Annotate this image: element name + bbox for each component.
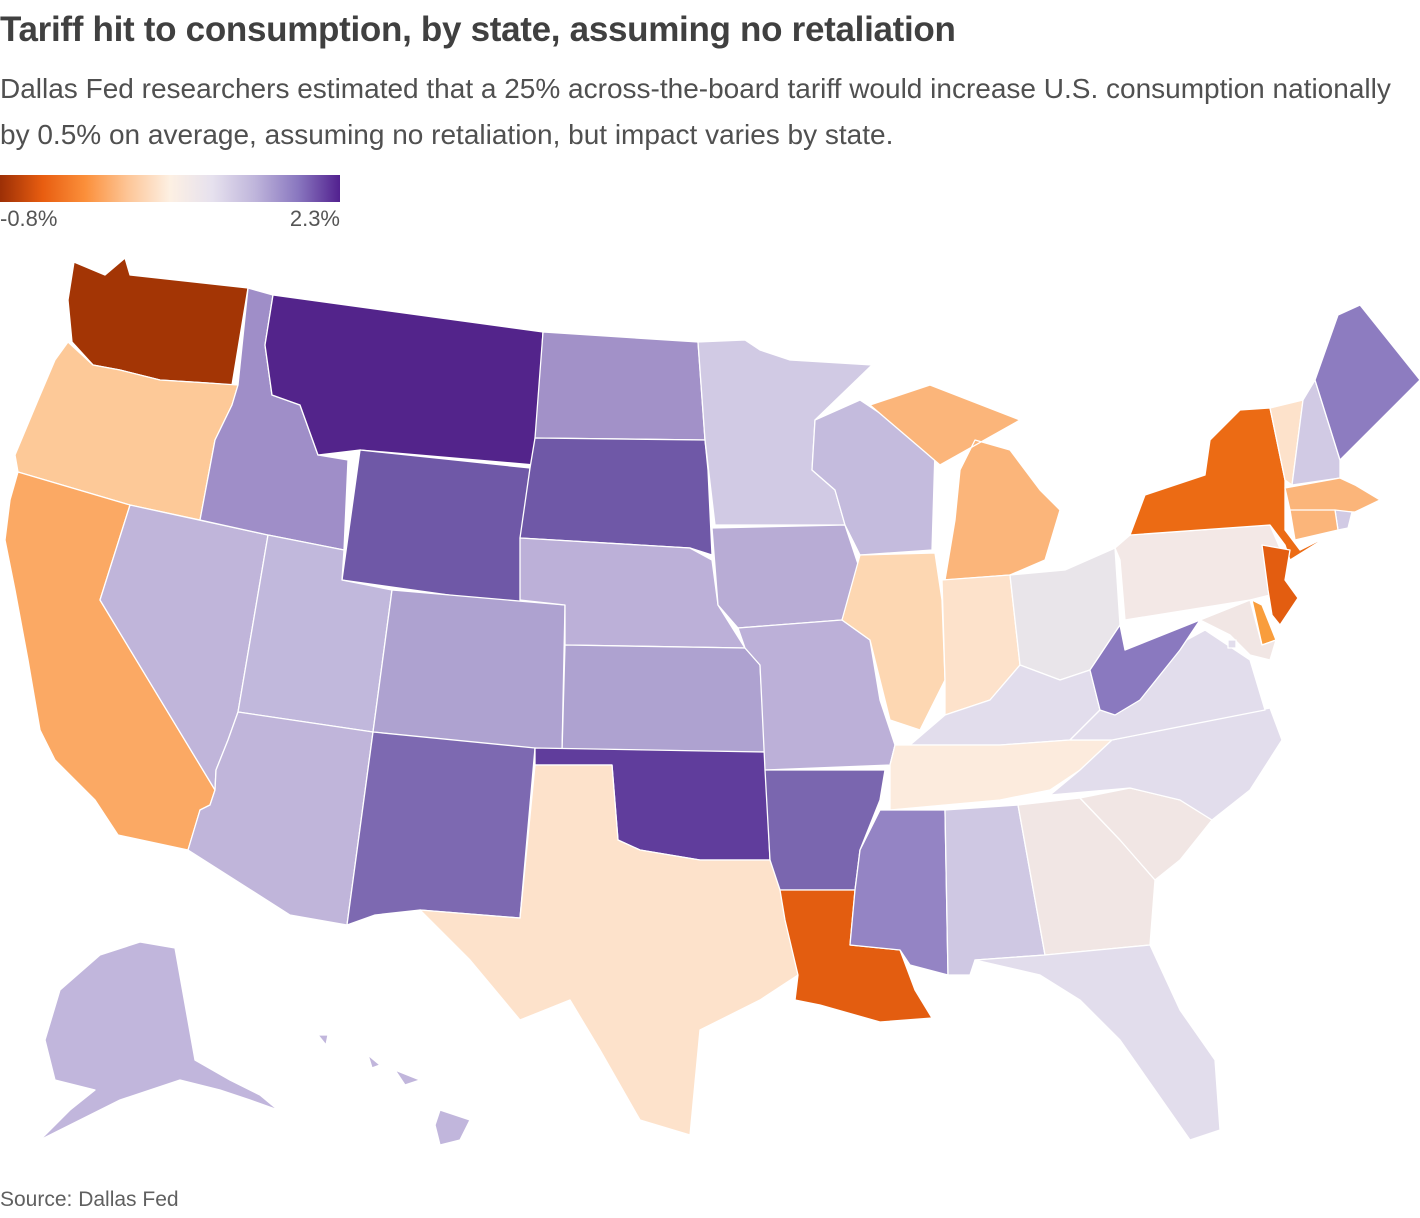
state-wyoming[interactable] — [341, 449, 531, 606]
chart-title: Tariff hit to consumption, by state, ass… — [0, 10, 956, 49]
state-iowa[interactable] — [711, 524, 861, 629]
state-new-york[interactable] — [1129, 407, 1331, 561]
state-hawaii[interactable] — [317, 1034, 471, 1146]
state-west-virginia[interactable] — [1089, 619, 1201, 716]
state-north-dakota[interactable] — [534, 331, 706, 441]
state-south-dakota[interactable] — [519, 437, 713, 556]
state-kansas[interactable] — [561, 644, 766, 753]
state-district-of-columbia[interactable] — [1227, 639, 1237, 649]
us-state-map — [4, 257, 1420, 1146]
legend-max-label: 2.3% — [289, 206, 340, 231]
chart-subtitle: Dallas Fed researchers estimated that a … — [0, 73, 1391, 150]
state-alaska[interactable] — [39, 941, 279, 1141]
state-new-mexico[interactable] — [346, 731, 536, 926]
state-maine[interactable] — [1314, 304, 1420, 461]
legend-min-label: -0.8% — [0, 206, 58, 231]
source-note: Source: Dallas Fed — [0, 1188, 179, 1211]
state-texas[interactable] — [419, 764, 799, 1136]
state-maryland[interactable] — [1199, 599, 1277, 661]
state-new-jersey[interactable] — [1261, 544, 1299, 626]
state-michigan[interactable] — [869, 384, 1061, 581]
state-colorado[interactable] — [372, 589, 566, 753]
state-florida[interactable] — [974, 944, 1221, 1141]
state-tennessee[interactable] — [889, 739, 1113, 811]
state-illinois[interactable] — [841, 552, 946, 731]
state-connecticut[interactable] — [1289, 509, 1339, 541]
legend-color-bar — [0, 175, 340, 202]
state-north-carolina[interactable] — [1049, 707, 1283, 821]
state-new-hampshire[interactable] — [1291, 379, 1341, 486]
